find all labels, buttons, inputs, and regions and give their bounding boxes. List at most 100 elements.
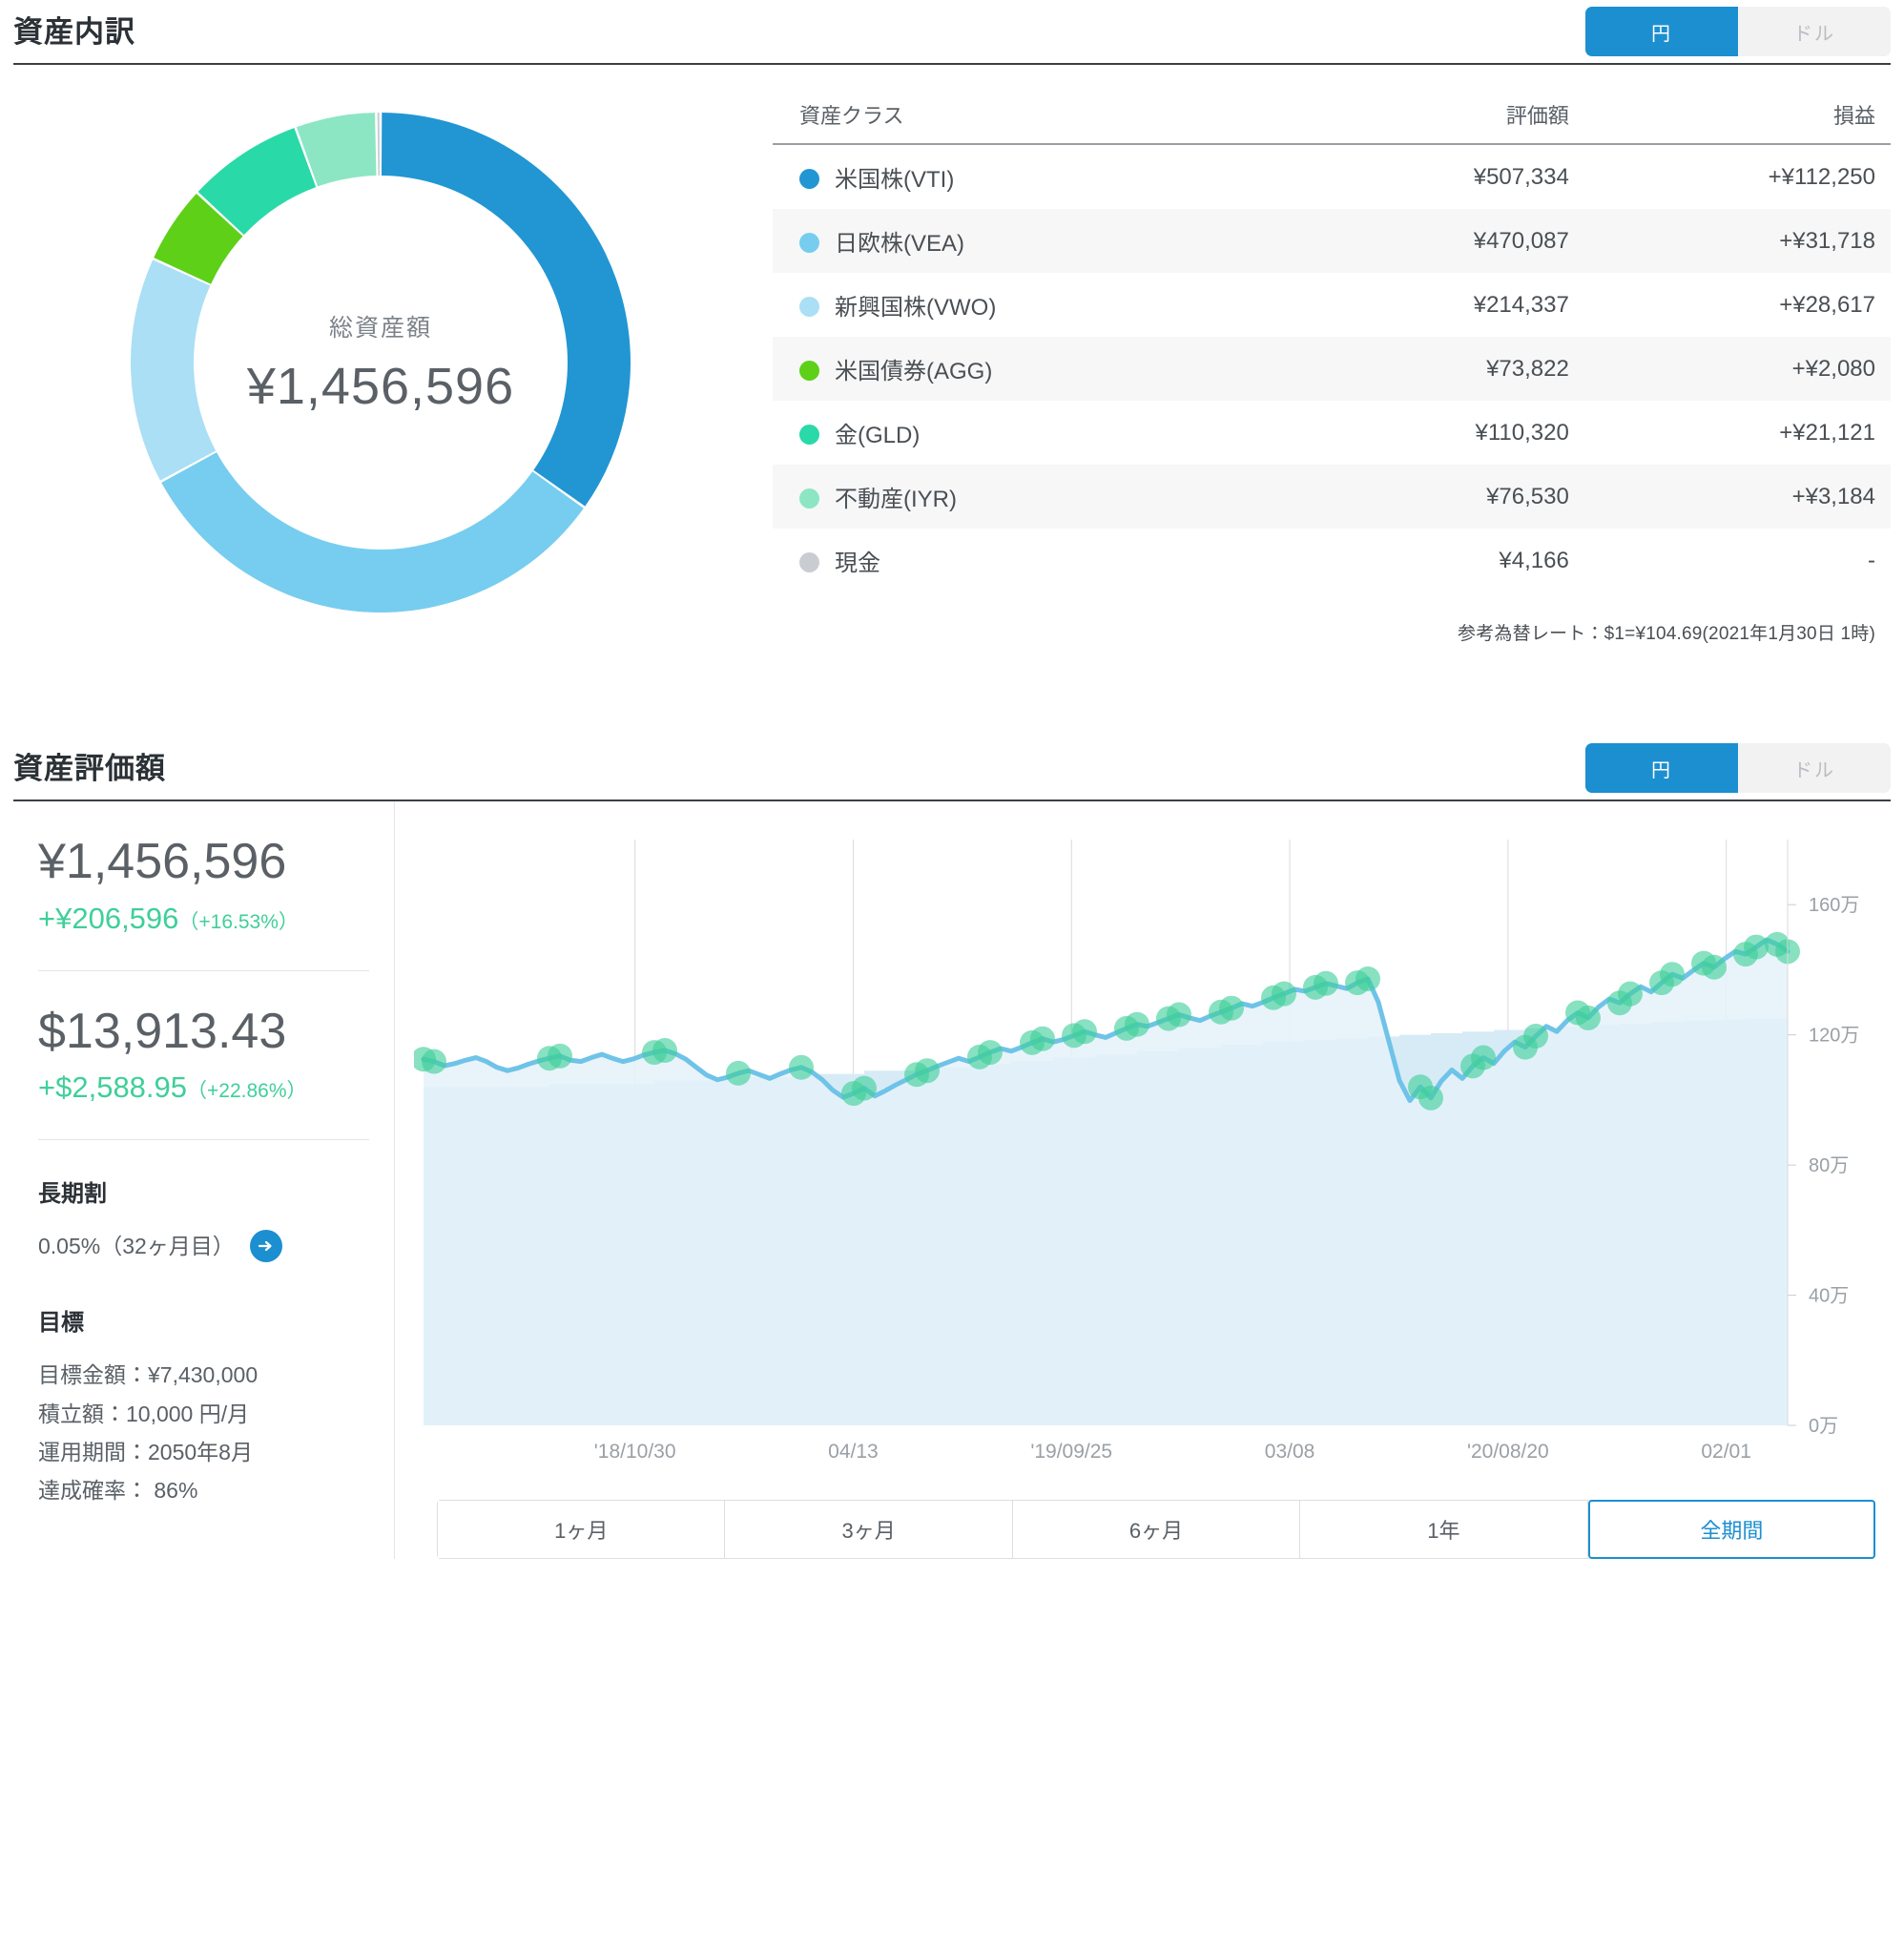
deposit-marker[interactable] xyxy=(1576,1005,1601,1030)
profit-loss-cell: +¥2,080 xyxy=(1791,355,1875,382)
period-all[interactable]: 全期間 xyxy=(1587,1500,1876,1559)
profit-loss-cell: +¥3,184 xyxy=(1791,483,1875,509)
y-axis-label: 160万 xyxy=(1809,895,1859,916)
deposit-marker[interactable] xyxy=(1523,1024,1548,1049)
performance-currency-toggle[interactable]: 円 ドル xyxy=(1585,743,1891,793)
donut-svg xyxy=(130,113,631,613)
valuation-cell: ¥470,087 xyxy=(1473,227,1569,254)
period-1y[interactable]: 1年 xyxy=(1300,1501,1588,1558)
usd-delta-pct: （+22.86%） xyxy=(187,1080,307,1103)
deposit-marker[interactable] xyxy=(1030,1026,1055,1051)
profit-loss-cell: +¥28,617 xyxy=(1779,291,1875,318)
x-axis-label: 03/08 xyxy=(1265,1441,1315,1463)
deposit-marker[interactable] xyxy=(1167,1002,1191,1028)
breakdown-currency-yen[interactable]: 円 xyxy=(1585,7,1738,56)
column-profit-loss: 損益 xyxy=(1583,92,1891,145)
breakdown-currency-dollar[interactable]: ドル xyxy=(1738,7,1891,56)
deposit-marker[interactable] xyxy=(1272,981,1296,1007)
asset-class-name: 米国債券(AGG) xyxy=(835,359,993,384)
asset-class-cell: 日欧株(VEA) xyxy=(773,209,1304,273)
period-3m[interactable]: 3ヶ月 xyxy=(725,1501,1013,1558)
deposit-marker[interactable] xyxy=(1314,970,1338,996)
asset-class-table: 資産クラス 評価額 損益 米国株(VTI) ¥507,334 +¥112,250 日欧… xyxy=(773,92,1891,592)
deposit-marker[interactable] xyxy=(978,1040,1003,1066)
donut-segment[interactable] xyxy=(130,260,217,481)
bottom-spacer xyxy=(0,1559,1904,1591)
profit-loss-cell: +¥112,250 xyxy=(1768,163,1875,190)
table-row: 現金 ¥4,166 - xyxy=(773,529,1891,592)
table-row: 日欧株(VEA) ¥470,087 +¥31,718 xyxy=(773,209,1891,273)
asset-class-cell: 新興国株(VWO) xyxy=(773,273,1304,337)
profit-loss-cell: +¥21,121 xyxy=(1779,419,1875,446)
performance-currency-dollar[interactable]: ドル xyxy=(1738,743,1891,793)
usd-summary: $13,913.43 +$2,588.95（+22.86%） xyxy=(38,969,369,1106)
period-1m[interactable]: 1ヶ月 xyxy=(438,1501,726,1558)
asset-class-cell: 米国株(VTI) xyxy=(773,144,1304,209)
jpy-delta-pct: （+16.53%） xyxy=(178,910,299,933)
period-selector[interactable]: 1ヶ月 3ヶ月 6ヶ月 1年 全期間 xyxy=(437,1500,1876,1559)
deposit-marker[interactable] xyxy=(1660,962,1685,987)
asset-class-cell: 米国債券(AGG) xyxy=(773,337,1304,401)
asset-class-name: 不動産(IYR) xyxy=(835,487,957,512)
deposit-marker[interactable] xyxy=(1744,934,1769,960)
performance-currency-yen[interactable]: 円 xyxy=(1585,743,1738,793)
deposit-marker[interactable] xyxy=(1618,981,1643,1007)
valuation-area xyxy=(424,940,1788,1425)
asset-class-name: 新興国株(VWO) xyxy=(835,295,997,321)
table-row: 新興国株(VWO) ¥214,337 +¥28,617 xyxy=(773,273,1891,337)
donut-segment[interactable] xyxy=(296,113,377,187)
deposit-marker[interactable] xyxy=(1356,966,1380,991)
valuation-cell: ¥214,337 xyxy=(1473,291,1569,318)
deposit-marker[interactable] xyxy=(652,1038,677,1064)
donut-segment[interactable] xyxy=(197,128,317,236)
asset-allocation-donut: 総資産額 ¥1,456,596 xyxy=(13,86,748,639)
valuation-cell: ¥110,320 xyxy=(1475,419,1569,446)
x-axis-label: '20/08/20 xyxy=(1467,1441,1549,1463)
breakdown-body: 総資産額 ¥1,456,596 資産クラス 評価額 損益 米国株(VTI) ¥50… xyxy=(0,65,1904,645)
deposit-marker[interactable] xyxy=(852,1075,877,1101)
usd-delta: +$2,588.95（+22.86%） xyxy=(38,1070,369,1105)
x-axis-label: 04/13 xyxy=(828,1441,879,1463)
asset-class-table-wrap: 資産クラス 評価額 損益 米国株(VTI) ¥507,334 +¥112,250 日欧… xyxy=(748,86,1891,645)
deposit-marker[interactable] xyxy=(1219,995,1244,1021)
table-row: 金(GLD) ¥110,320 +¥21,121 xyxy=(773,401,1891,465)
goal-period: 運用期間：2050年8月 xyxy=(38,1439,253,1464)
x-axis-label: 02/01 xyxy=(1701,1441,1751,1463)
deposit-marker[interactable] xyxy=(1418,1085,1443,1111)
x-axis-label: '18/10/30 xyxy=(594,1441,676,1463)
goal-contribution: 積立額：10,000 円/月 xyxy=(38,1401,250,1426)
profit-loss-cell: +¥31,718 xyxy=(1779,227,1875,254)
deposit-marker[interactable] xyxy=(422,1049,446,1074)
usd-delta-value: +$2,588.95 xyxy=(38,1070,188,1105)
performance-summary: ¥1,456,596 +¥206,596（+16.53%） $13,913.43… xyxy=(13,801,395,1559)
breakdown-divider xyxy=(13,63,1891,65)
jpy-summary: ¥1,456,596 +¥206,596（+16.53%） xyxy=(38,836,369,936)
deposit-marker[interactable] xyxy=(789,1054,814,1080)
donut-segment[interactable] xyxy=(161,452,584,613)
deposit-marker[interactable] xyxy=(548,1043,572,1069)
performance-divider xyxy=(13,799,1891,801)
table-row: 米国債券(AGG) ¥73,822 +¥2,080 xyxy=(773,337,1891,401)
goal-amount: 目標金額：¥7,430,000 xyxy=(38,1362,259,1388)
period-6m[interactable]: 6ヶ月 xyxy=(1012,1501,1301,1558)
breakdown-header: 資産内訳 円 ドル xyxy=(0,0,1904,63)
jpy-delta: +¥206,596（+16.53%） xyxy=(38,902,369,936)
deposit-marker[interactable] xyxy=(1471,1045,1496,1070)
deposit-marker[interactable] xyxy=(1702,954,1727,980)
usd-amount: $13,913.43 xyxy=(38,1003,287,1059)
arrow-right-icon[interactable] xyxy=(249,1230,282,1263)
long-term-discount-value: 0.05%（32ヶ月目） xyxy=(38,1234,235,1259)
breakdown-currency-toggle[interactable]: 円 ドル xyxy=(1585,7,1891,56)
long-term-discount-row: 0.05%（32ヶ月目） xyxy=(38,1227,369,1265)
table-header-row: 資産クラス 評価額 損益 xyxy=(773,92,1891,145)
performance-title: 資産評価額 xyxy=(13,751,166,785)
legend-color-dot-icon xyxy=(799,169,819,189)
deposit-marker[interactable] xyxy=(915,1058,940,1084)
donut-segment[interactable] xyxy=(154,193,243,284)
deposit-marker[interactable] xyxy=(1125,1011,1149,1037)
donut-segment[interactable] xyxy=(381,113,631,507)
donut-segment[interactable] xyxy=(377,113,381,177)
deposit-marker[interactable] xyxy=(1072,1019,1097,1045)
table-row: 米国株(VTI) ¥507,334 +¥112,250 xyxy=(773,144,1891,209)
deposit-marker[interactable] xyxy=(726,1060,751,1086)
